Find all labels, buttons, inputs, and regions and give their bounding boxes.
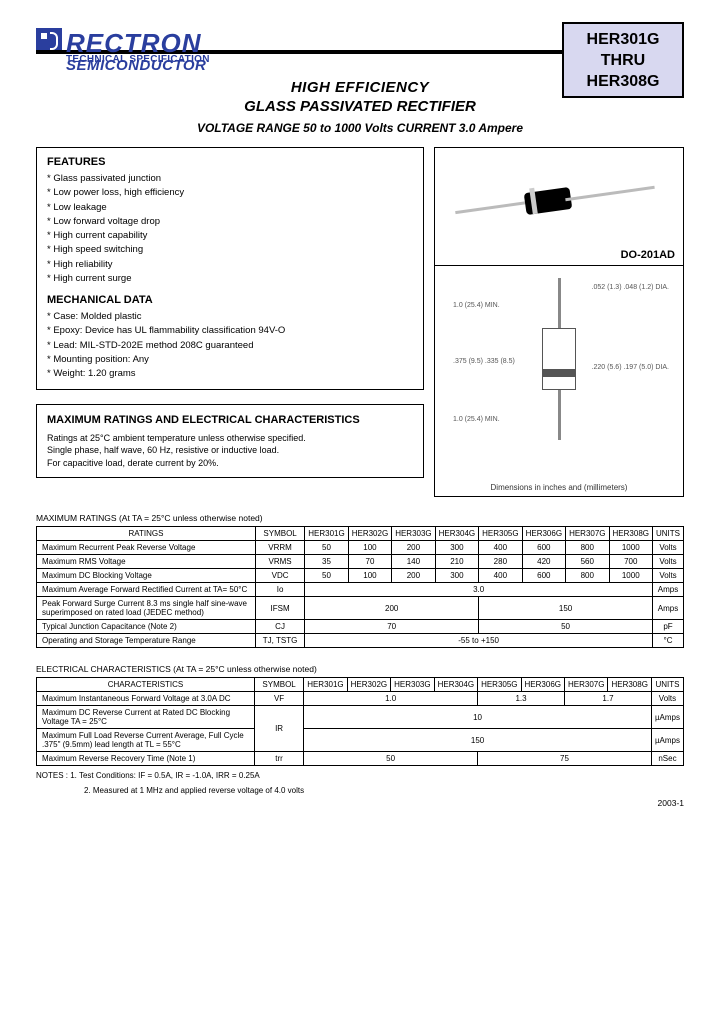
dim-c: .375 (9.5) .335 (8.5) [453, 358, 515, 365]
drawing-lead-icon [558, 390, 561, 440]
mechanical-heading: MECHANICAL DATA [47, 294, 413, 306]
list-item: Low power loss, high efficiency [47, 186, 413, 200]
diode-lead-icon [565, 186, 655, 201]
list-item: Low forward voltage drop [47, 215, 413, 229]
diode-lead-icon [455, 201, 529, 214]
package-photo: DO-201AD [435, 148, 683, 266]
drawing-lead-icon [558, 278, 561, 328]
part-from: HER301G [564, 30, 682, 51]
max-ratings-note-box: MAXIMUM RATINGS AND ELECTRICAL CHARACTER… [36, 404, 424, 478]
dim-e: 1.0 (25.4) MIN. [453, 416, 500, 423]
drawing-body-icon [542, 328, 576, 390]
datasheet-page: RECTRON SEMICONDUCTOR TECHNICAL SPECIFIC… [0, 0, 720, 836]
title-line2: GLASS PASSIVATED RECTIFIER [36, 98, 684, 115]
notes-2: 2. Measured at 1 MHz and applied reverse… [84, 785, 684, 796]
list-item: Weight: 1.20 grams [47, 367, 413, 381]
part-thru: THRU [564, 51, 682, 72]
list-item: High speed switching [47, 243, 413, 257]
header: RECTRON SEMICONDUCTOR TECHNICAL SPECIFIC… [36, 28, 684, 65]
max-note-2: Single phase, half wave, 60 Hz, resistiv… [47, 444, 413, 457]
notes-1: NOTES : 1. Test Conditions: IF = 0.5A, I… [36, 770, 684, 781]
dimension-drawing: 1.0 (25.4) MIN. .052 (1.3) .048 (1.2) DI… [435, 266, 683, 496]
part-number-box: HER301G THRU HER308G [562, 22, 684, 98]
rectron-logo-icon [36, 28, 62, 50]
package-label: DO-201AD [621, 249, 675, 261]
list-item: Case: Molded plastic [47, 310, 413, 324]
max-note-3: For capacitive load, derate current by 2… [47, 457, 413, 470]
features-heading: FEATURES [47, 156, 413, 168]
mechanical-list: Case: Molded plasticEpoxy: Device has UL… [47, 310, 413, 381]
list-item: High current capability [47, 229, 413, 243]
list-item: Lead: MIL-STD-202E method 208C guarantee… [47, 339, 413, 353]
dim-b: .052 (1.3) .048 (1.2) DIA. [592, 284, 669, 291]
electrical-table: CHARACTERISTICSSYMBOLHER301GHER302GHER30… [36, 677, 684, 766]
max-note-1: Ratings at 25°C ambient temperature unle… [47, 432, 413, 445]
list-item: Glass passivated junction [47, 172, 413, 186]
dim-a: 1.0 (25.4) MIN. [453, 302, 500, 309]
table1-title: MAXIMUM RATINGS (At TA = 25°C unless oth… [36, 513, 684, 523]
features-list: Glass passivated junctionLow power loss,… [47, 172, 413, 286]
max-ratings-table: RATINGSSYMBOLHER301GHER302GHER303GHER304… [36, 526, 684, 648]
package-figure: DO-201AD 1.0 (25.4) MIN. .052 (1.3) .048… [434, 147, 684, 497]
title-line3: VOLTAGE RANGE 50 to 1000 Volts CURRENT 3… [36, 121, 684, 135]
part-to: HER308G [564, 72, 682, 93]
list-item: High current surge [47, 272, 413, 286]
dim-d: .220 (5.6) .197 (5.0) DIA. [592, 364, 669, 371]
footer-code: 2003-1 [36, 798, 684, 808]
max-ratings-heading: MAXIMUM RATINGS AND ELECTRICAL CHARACTER… [47, 413, 413, 428]
list-item: Epoxy: Device has UL flammability classi… [47, 324, 413, 338]
table2-title: ELECTRICAL CHARACTERISTICS (At TA = 25°C… [36, 664, 684, 674]
list-item: High reliability [47, 258, 413, 272]
features-box: FEATURES Glass passivated junctionLow po… [36, 147, 424, 390]
list-item: Low leakage [47, 201, 413, 215]
list-item: Mounting position: Any [47, 353, 413, 367]
dimension-caption: Dimensions in inches and (millimeters) [435, 483, 683, 492]
